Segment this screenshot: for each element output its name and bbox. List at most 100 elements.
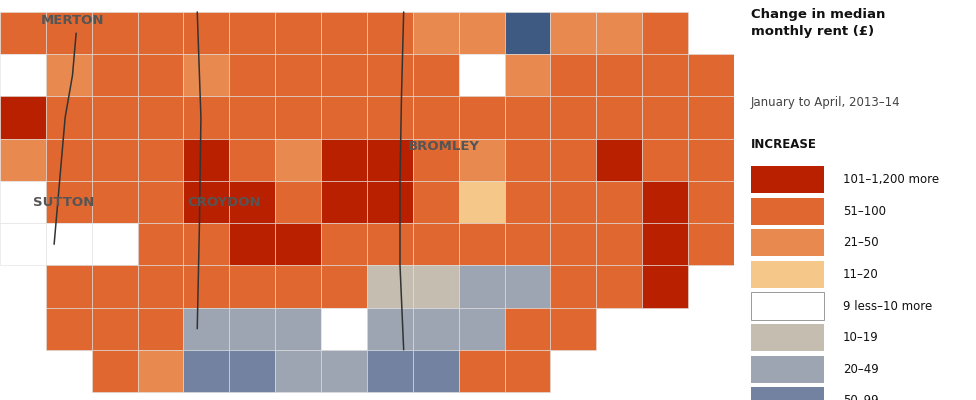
Bar: [183, 139, 229, 181]
Bar: [0, 223, 46, 265]
Bar: [229, 308, 275, 350]
Bar: [275, 96, 321, 139]
Bar: [550, 265, 596, 308]
Bar: [367, 308, 413, 350]
Bar: [751, 166, 824, 193]
Bar: [413, 54, 459, 96]
Bar: [751, 198, 824, 225]
Bar: [275, 139, 321, 181]
Bar: [367, 139, 413, 181]
Bar: [596, 223, 642, 265]
Bar: [46, 223, 92, 265]
Bar: [92, 139, 138, 181]
Bar: [505, 96, 550, 139]
Bar: [367, 54, 413, 96]
Bar: [229, 139, 275, 181]
Text: 10–19: 10–19: [843, 331, 878, 344]
Bar: [229, 12, 275, 54]
Text: MERTON: MERTON: [40, 14, 103, 27]
Bar: [413, 265, 459, 308]
Bar: [46, 54, 92, 96]
Bar: [642, 181, 688, 223]
Bar: [596, 54, 642, 96]
Bar: [688, 181, 734, 223]
Bar: [459, 223, 505, 265]
Bar: [596, 12, 642, 54]
Bar: [459, 96, 505, 139]
Bar: [596, 265, 642, 308]
Bar: [550, 223, 596, 265]
Bar: [229, 54, 275, 96]
Bar: [229, 223, 275, 265]
Bar: [413, 350, 459, 392]
Bar: [183, 265, 229, 308]
Bar: [367, 96, 413, 139]
Bar: [92, 96, 138, 139]
Bar: [0, 96, 46, 139]
Bar: [550, 308, 596, 350]
Bar: [459, 54, 505, 96]
Bar: [0, 181, 46, 223]
Bar: [751, 229, 824, 256]
Bar: [688, 223, 734, 265]
Bar: [229, 350, 275, 392]
Bar: [46, 96, 92, 139]
Text: 21–50: 21–50: [843, 236, 878, 249]
Text: INCREASE: INCREASE: [751, 138, 817, 151]
Bar: [46, 139, 92, 181]
Bar: [275, 265, 321, 308]
Bar: [0, 12, 46, 54]
Bar: [321, 265, 367, 308]
Bar: [138, 350, 183, 392]
Bar: [688, 139, 734, 181]
Bar: [275, 54, 321, 96]
Bar: [321, 350, 367, 392]
Bar: [183, 350, 229, 392]
Bar: [46, 265, 92, 308]
Bar: [688, 96, 734, 139]
Bar: [459, 12, 505, 54]
Bar: [642, 265, 688, 308]
Bar: [550, 96, 596, 139]
Bar: [183, 181, 229, 223]
Bar: [275, 12, 321, 54]
Bar: [138, 54, 183, 96]
Text: 9 less–10 more: 9 less–10 more: [843, 300, 932, 312]
Bar: [550, 139, 596, 181]
Bar: [367, 350, 413, 392]
Bar: [138, 223, 183, 265]
Bar: [751, 261, 824, 288]
Text: 101–1,200 more: 101–1,200 more: [843, 173, 939, 186]
Bar: [92, 181, 138, 223]
Bar: [751, 324, 824, 351]
Bar: [596, 181, 642, 223]
Bar: [275, 181, 321, 223]
Bar: [505, 54, 550, 96]
Bar: [550, 12, 596, 54]
Bar: [138, 265, 183, 308]
Bar: [642, 223, 688, 265]
Bar: [275, 223, 321, 265]
Bar: [183, 96, 229, 139]
Bar: [138, 12, 183, 54]
Bar: [183, 223, 229, 265]
Bar: [413, 139, 459, 181]
Bar: [751, 356, 824, 383]
Bar: [321, 54, 367, 96]
Bar: [138, 308, 183, 350]
Bar: [92, 12, 138, 54]
Bar: [183, 54, 229, 96]
Text: 50–99: 50–99: [843, 394, 878, 400]
Bar: [183, 308, 229, 350]
Bar: [229, 265, 275, 308]
Text: January to April, 2013–14: January to April, 2013–14: [751, 96, 901, 109]
Bar: [46, 181, 92, 223]
Bar: [505, 12, 550, 54]
Bar: [321, 139, 367, 181]
Bar: [413, 96, 459, 139]
Bar: [92, 54, 138, 96]
Bar: [229, 96, 275, 139]
Bar: [321, 181, 367, 223]
Bar: [321, 308, 367, 350]
Bar: [138, 139, 183, 181]
